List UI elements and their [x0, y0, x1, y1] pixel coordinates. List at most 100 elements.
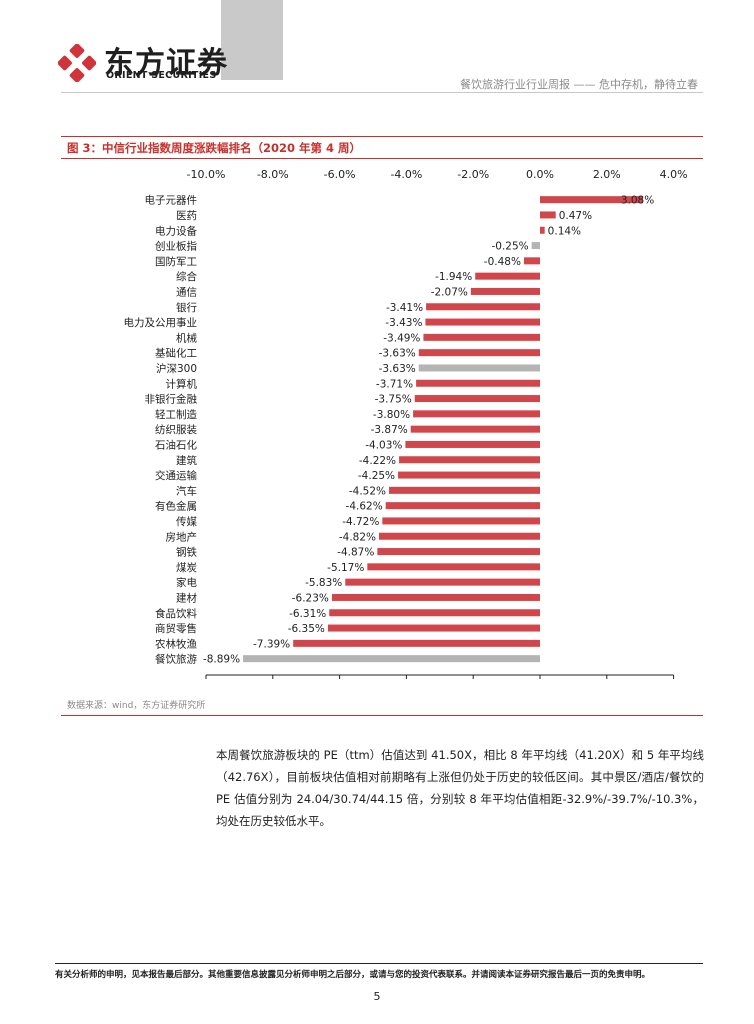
data-label: -4.03%: [365, 439, 402, 451]
body-paragraph-block: 本周餐饮旅游板块的 PE（ttm）估值达到 41.50X，相比 8 年平均线（4…: [216, 744, 704, 832]
data-label: -3.75%: [375, 394, 412, 406]
header-grey-block: [221, 0, 283, 80]
category-label: 纺织服装: [155, 423, 197, 436]
category-label: 石油石化: [155, 438, 197, 451]
x-tick-label: 4.0%: [660, 168, 688, 181]
header-divider: [61, 92, 703, 93]
bar: [418, 364, 540, 372]
category-label: 轻工制造: [155, 408, 197, 421]
brand-name-cn: 东方证券: [104, 46, 228, 81]
brand-name-en: ORIENT SECURITIES: [106, 70, 217, 81]
bar: [293, 639, 540, 647]
data-label: -4.72%: [342, 516, 379, 528]
category-label: 钢铁: [176, 546, 197, 559]
category-label: 家电: [176, 576, 197, 589]
category-label: 餐饮旅游: [155, 653, 197, 666]
bar: [540, 196, 643, 204]
data-label: -4.52%: [349, 485, 386, 497]
figure-top-rule: [61, 136, 703, 137]
data-label: -5.83%: [305, 577, 342, 589]
report-title: 餐饮旅游行业行业周报 —— 危中存机，静待立春: [460, 78, 698, 91]
data-label: -3.43%: [385, 317, 422, 329]
data-label: -4.22%: [359, 455, 396, 467]
bar: [329, 609, 540, 617]
category-label: 煤炭: [176, 561, 197, 574]
category-label: 交通运输: [155, 469, 197, 482]
data-label: -3.87%: [371, 424, 408, 436]
category-label: 有色金属: [155, 500, 197, 513]
bar: [345, 578, 540, 586]
data-label: -4.25%: [358, 470, 395, 482]
footer-disclaimer: 有关分析师的申明，见本报告最后部分。其他重要信息披露见分析师申明之后部分，或请与…: [55, 970, 651, 980]
category-label: 建材: [176, 591, 197, 604]
body-paragraph: 本周餐饮旅游板块的 PE（ttm）估值达到 41.50X，相比 8 年平均线（4…: [216, 748, 704, 828]
bar: [377, 548, 540, 556]
figure-bottom-rule: [61, 715, 703, 716]
category-label: 建筑: [176, 454, 197, 467]
data-label: 3.08%: [621, 195, 654, 207]
data-label: -3.49%: [383, 332, 420, 344]
data-label: -7.39%: [253, 638, 290, 650]
data-label: -1.94%: [435, 271, 472, 283]
bar: [423, 333, 540, 341]
bar: [426, 303, 540, 311]
bar: [399, 456, 540, 464]
category-label: 电力及公用事业: [124, 316, 198, 329]
category-label: 通信: [176, 286, 197, 298]
footer-divider: [55, 963, 703, 964]
category-label: 创业板指: [155, 240, 197, 253]
bar: [416, 379, 540, 387]
data-label: -6.31%: [289, 608, 326, 620]
data-label: -0.48%: [484, 256, 521, 268]
figure-title-rule: [61, 158, 703, 159]
bar: [470, 287, 540, 295]
data-label: -3.80%: [373, 409, 410, 421]
bar: [540, 226, 545, 234]
category-label: 机械: [176, 331, 197, 344]
category-label: 沪深300: [156, 362, 197, 375]
bar: [414, 395, 540, 403]
bar: [418, 349, 540, 357]
bar: [410, 425, 540, 433]
data-label: -3.41%: [386, 302, 423, 314]
data-label: 0.47%: [559, 210, 592, 222]
category-label: 医药: [176, 210, 197, 222]
data-label: 0.14%: [548, 225, 581, 237]
bar: [385, 502, 540, 510]
x-tick-label: -8.0%: [257, 168, 289, 181]
x-tick-label: -6.0%: [324, 168, 356, 181]
data-label: -4.82%: [339, 531, 376, 543]
x-tick-label: 0.0%: [526, 168, 554, 181]
bar: [523, 257, 540, 265]
bar: [413, 410, 540, 418]
bar: [540, 211, 556, 219]
category-label: 基础化工: [155, 347, 197, 360]
category-label: 银行: [176, 301, 197, 314]
data-label: -4.87%: [337, 547, 374, 559]
data-label: -5.17%: [327, 562, 364, 574]
category-label: 电力设备: [155, 224, 197, 237]
category-label: 商贸零售: [155, 622, 197, 635]
data-label: -0.25%: [491, 241, 528, 253]
x-tick-label: -2.0%: [457, 168, 489, 181]
category-label: 汽车: [176, 484, 197, 497]
bar: [531, 242, 540, 250]
category-label: 电子元器件: [145, 194, 198, 207]
bar: [331, 593, 540, 601]
bar: [382, 517, 540, 525]
category-label: 综合: [176, 270, 197, 283]
bar: [398, 471, 540, 479]
bar: [389, 486, 540, 494]
bar: [425, 318, 540, 326]
industry-weekly-change-chart: -10.0% -8.0% -6.0% -4.0% -2.0% 0.0% 2.0% 4.0% 电子…: [124, 168, 688, 679]
data-label: -8.89%: [203, 654, 240, 666]
bar: [405, 440, 540, 448]
orient-securities-logo-icon: [58, 44, 96, 82]
data-label: -3.71%: [376, 378, 413, 390]
category-label: 非银行金融: [145, 393, 198, 406]
category-label: 国防军工: [155, 255, 197, 268]
x-tick-label: -10.0%: [187, 168, 226, 181]
bar: [475, 272, 540, 280]
data-label: -6.35%: [288, 623, 325, 635]
category-label: 房地产: [166, 530, 198, 543]
